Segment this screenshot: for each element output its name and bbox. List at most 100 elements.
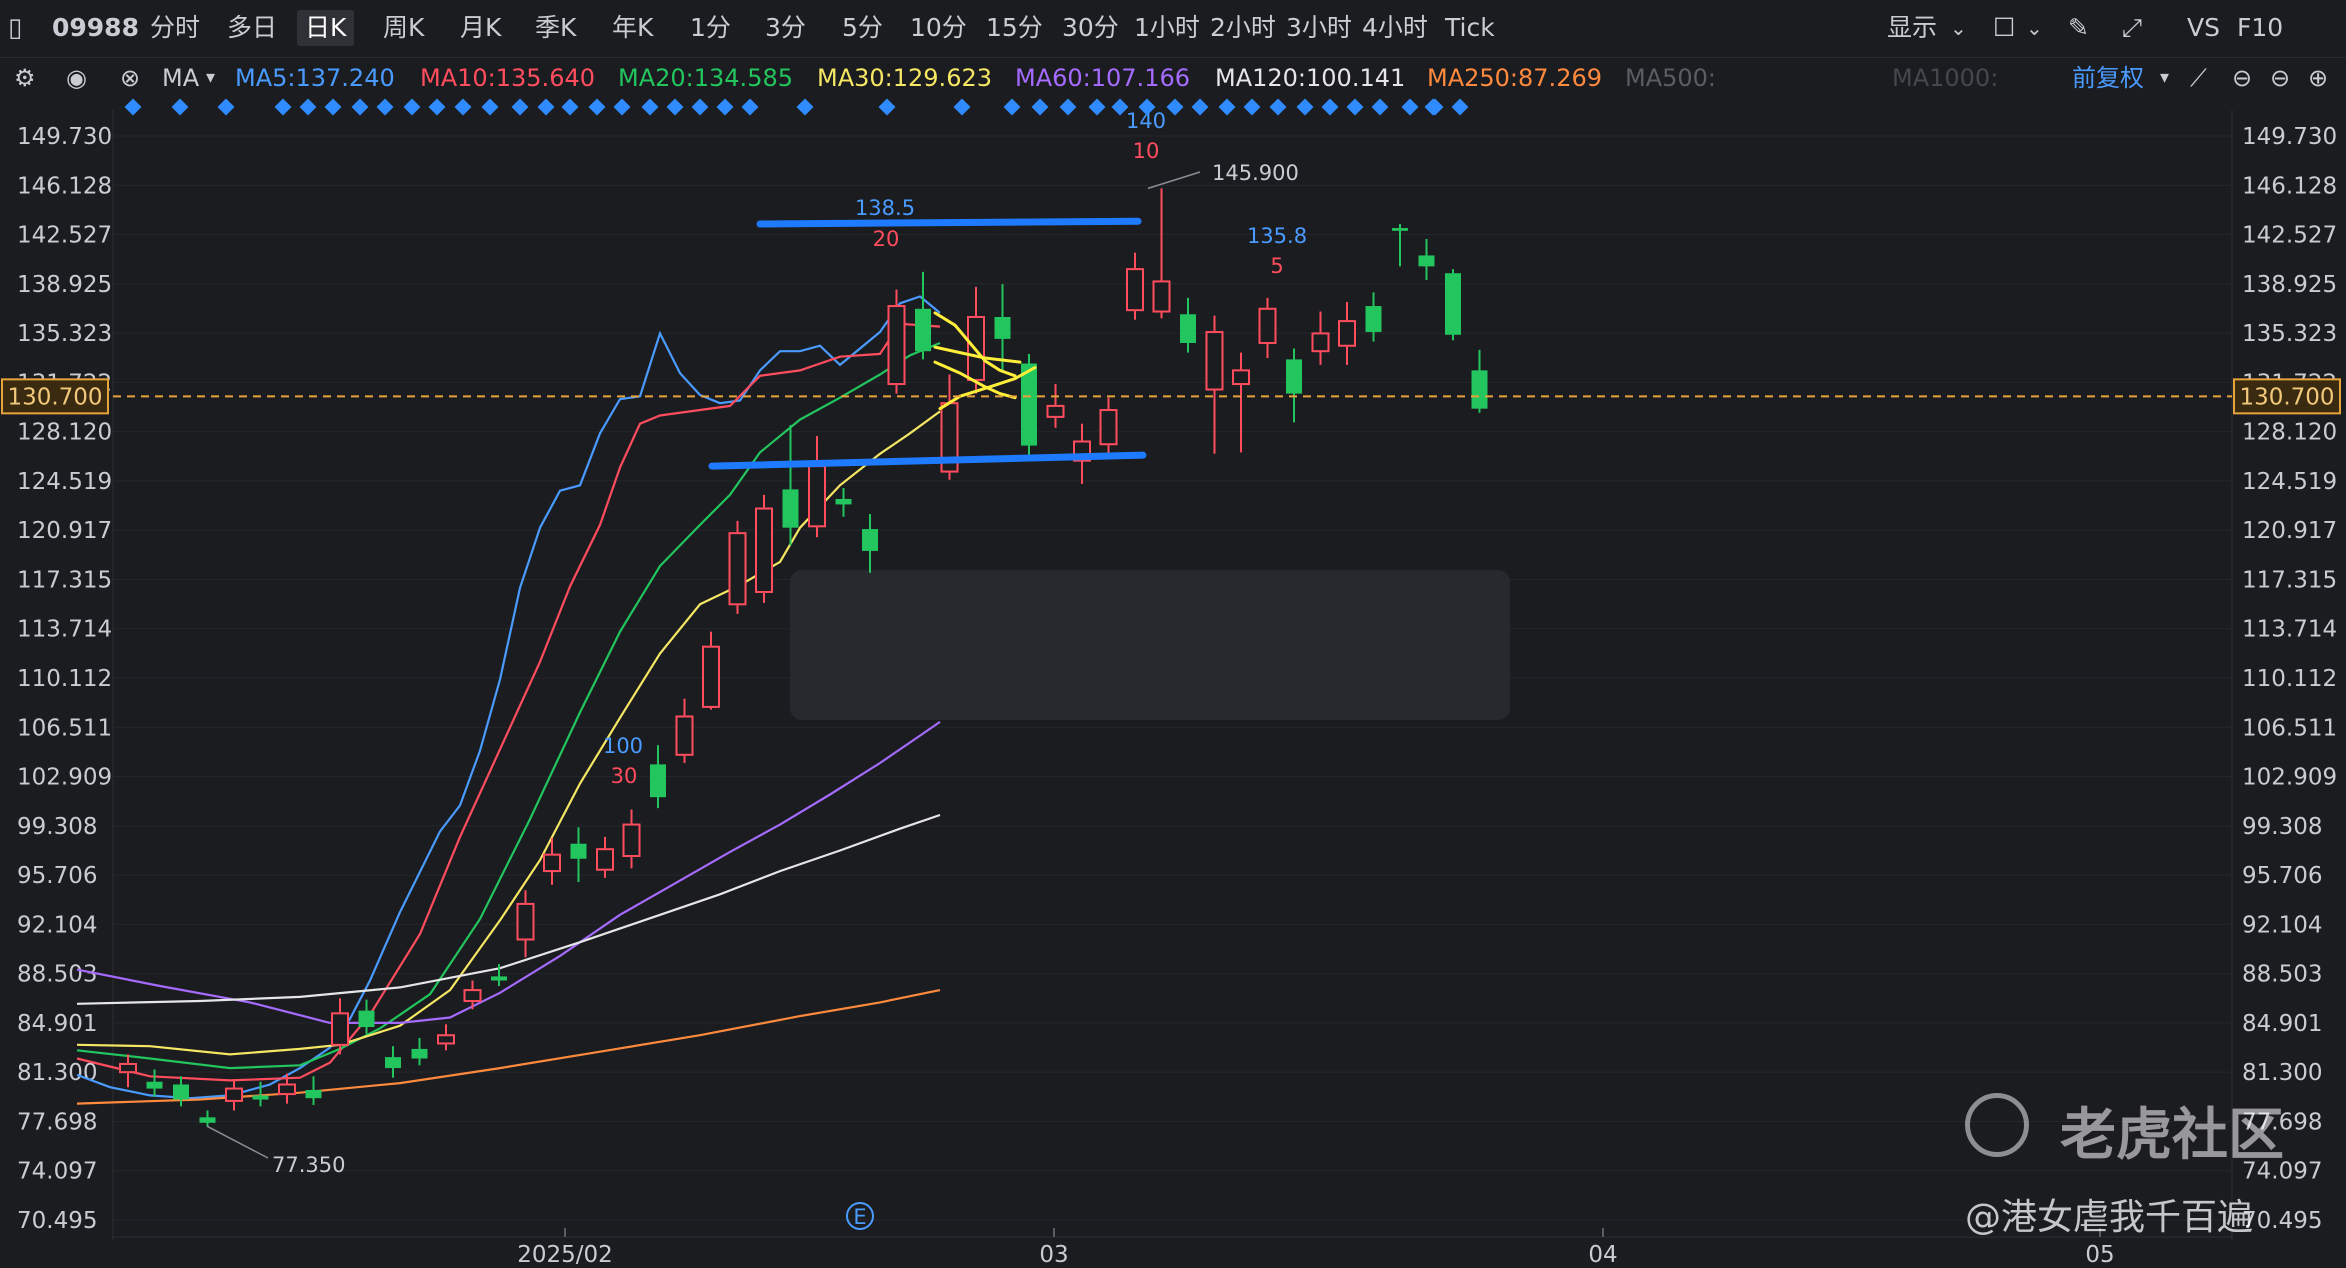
event-diamond[interactable] (613, 98, 631, 116)
candle[interactable] (1418, 239, 1435, 281)
tab-period-0[interactable]: 分时 (150, 13, 201, 42)
add-icon[interactable]: ⊕ (2308, 64, 2329, 92)
tab-period-13[interactable]: 1小时 (1134, 13, 1200, 42)
event-diamond[interactable] (588, 98, 606, 116)
event-diamond[interactable] (953, 98, 971, 116)
event-diamond[interactable] (124, 98, 142, 116)
event-diamond[interactable] (403, 98, 421, 116)
event-diamond[interactable] (454, 98, 472, 116)
tab-period-12[interactable]: 30分 (1062, 13, 1119, 42)
chevron-down-icon[interactable]: ⌄ (2026, 16, 2043, 40)
candle[interactable] (1126, 252, 1144, 320)
event-diamond[interactable] (878, 98, 896, 116)
tab-period-16[interactable]: 4小时 (1362, 13, 1428, 42)
candle[interactable] (570, 827, 587, 883)
event-diamond[interactable] (741, 98, 759, 116)
candle[interactable] (596, 836, 614, 878)
tab-period-2[interactable]: 日K (297, 10, 355, 46)
chevron-down-icon[interactable]: ▾ (2160, 67, 2170, 88)
close-icon[interactable]: ⊗ (120, 64, 141, 92)
ma-indicator-8[interactable]: MA1000: (1892, 64, 1999, 92)
candle[interactable] (305, 1076, 322, 1106)
event-diamond[interactable] (716, 98, 734, 116)
event-diamond[interactable] (537, 98, 555, 116)
candle[interactable] (437, 1024, 455, 1051)
eye-icon[interactable]: ◉ (66, 64, 87, 92)
tab-period-10[interactable]: 10分 (910, 13, 967, 42)
checkbox-icon[interactable]: ☐ (1993, 13, 2016, 42)
event-diamond[interactable] (171, 98, 189, 116)
candle[interactable] (887, 289, 906, 394)
event-diamond[interactable] (299, 98, 317, 116)
chart-type-icon[interactable]: ⟋ (2190, 64, 2207, 92)
tab-period-6[interactable]: 年K (612, 13, 654, 42)
event-diamond[interactable] (511, 98, 529, 116)
ma-indicator-3[interactable]: MA30:129.623 (817, 64, 992, 92)
candle[interactable] (173, 1076, 189, 1107)
event-diamond[interactable] (351, 98, 369, 116)
candle[interactable] (1232, 352, 1250, 453)
candle[interactable] (650, 745, 666, 809)
chevron-down-icon[interactable]: ⌄ (1950, 16, 1967, 40)
ma-indicator-2[interactable]: MA20:134.585 (618, 64, 793, 92)
fullscreen-icon[interactable]: ⤢ (2122, 13, 2143, 42)
drawn-sketch-line[interactable] (933, 311, 1017, 378)
candle[interactable] (1046, 384, 1065, 428)
candle[interactable] (1471, 349, 1488, 413)
tab-period-1[interactable]: 多日 (227, 13, 278, 42)
zoom-out-icon[interactable]: ⊖ (2232, 64, 2253, 92)
tab-period-9[interactable]: 5分 (842, 13, 883, 42)
candle[interactable] (411, 1037, 428, 1066)
tab-period-11[interactable]: 15分 (986, 13, 1043, 42)
sidebar-toggle-icon[interactable]: ▯ (8, 13, 23, 43)
candle[interactable] (622, 809, 641, 869)
candle[interactable] (1392, 223, 1408, 267)
candle[interactable] (385, 1046, 401, 1078)
drawn-sketch-line[interactable] (933, 345, 1022, 364)
candle[interactable] (1365, 292, 1382, 342)
pen-icon[interactable]: ✎ (2068, 13, 2089, 42)
drawn-sketch-line[interactable] (933, 360, 1017, 400)
candle[interactable] (199, 1110, 216, 1127)
f10-button[interactable]: F10 (2237, 13, 2284, 42)
candle[interactable] (516, 890, 535, 958)
candle[interactable] (278, 1073, 296, 1104)
adjust-mode-select[interactable]: 前复权 (2072, 64, 2144, 92)
candle[interactable] (835, 488, 852, 517)
candle[interactable] (252, 1081, 269, 1107)
candle[interactable] (728, 520, 747, 614)
ma-indicator-0[interactable]: MA5:137.240 (235, 64, 395, 92)
tab-period-4[interactable]: 月K (460, 13, 502, 42)
candle[interactable] (119, 1054, 137, 1088)
candles[interactable] (119, 188, 1488, 1127)
drawn-trend-line[interactable] (756, 217, 1142, 228)
candle[interactable] (1205, 315, 1224, 454)
event-diamond[interactable] (796, 98, 814, 116)
tab-period-5[interactable]: 季K (535, 13, 577, 42)
ma-indicator-5[interactable]: MA120:100.141 (1215, 64, 1406, 92)
event-diamond[interactable] (428, 98, 446, 116)
ma-indicator-6[interactable]: MA250:87.269 (1427, 64, 1602, 92)
vs-button[interactable]: VS (2187, 13, 2220, 42)
tab-period-17[interactable]: Tick (1445, 13, 1495, 42)
candle[interactable] (1338, 301, 1356, 365)
tab-period-15[interactable]: 3小时 (1286, 13, 1352, 42)
event-diamond[interactable] (641, 98, 659, 116)
ma-label[interactable]: MA (162, 64, 200, 92)
minimize-icon[interactable]: ⊖ (2270, 64, 2291, 92)
candle[interactable] (1286, 348, 1302, 423)
ma-indicator-1[interactable]: MA10:135.640 (420, 64, 595, 92)
gear-icon[interactable]: ⚙ (14, 64, 36, 92)
event-diamond[interactable] (691, 98, 709, 116)
candle[interactable] (915, 271, 931, 360)
candle[interactable] (675, 698, 694, 763)
candle[interactable] (1311, 311, 1330, 365)
event-diamond[interactable] (324, 98, 342, 116)
candle[interactable] (1152, 188, 1171, 319)
event-diamond[interactable] (1003, 98, 1021, 116)
event-diamond[interactable] (666, 98, 684, 116)
candle[interactable] (862, 514, 878, 573)
candle[interactable] (1099, 397, 1118, 458)
ma-indicator-7[interactable]: MA500: (1625, 64, 1717, 92)
event-diamond[interactable] (561, 98, 579, 116)
